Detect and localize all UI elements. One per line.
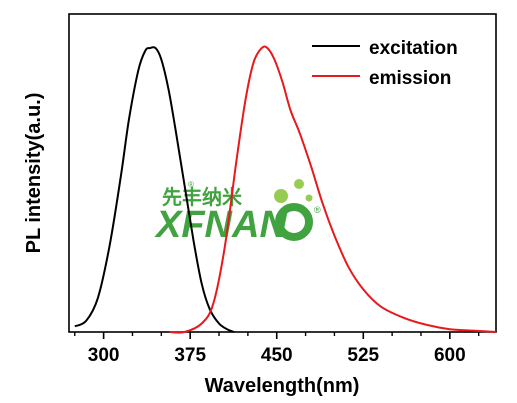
legend-label-excitation: excitation bbox=[369, 38, 458, 59]
x-tick-label: 300 bbox=[88, 345, 120, 366]
series-line-excitation bbox=[74, 46, 235, 333]
y-axis-title: PL intensity(a.u.) bbox=[23, 93, 45, 254]
x-tick-label: 450 bbox=[261, 345, 293, 366]
watermark-dot-small bbox=[305, 194, 313, 202]
legend-label-emission: emission bbox=[369, 68, 451, 89]
plot-frame bbox=[68, 13, 497, 333]
watermark-o-ring bbox=[275, 203, 313, 241]
x-axis-ticks bbox=[74, 332, 480, 339]
x-tick-label: 375 bbox=[174, 345, 206, 366]
x-tick-label: 525 bbox=[347, 345, 379, 366]
legend: excitation emission bbox=[312, 38, 458, 89]
watermark: 先丰纳米 XFNAN ® ® bbox=[154, 179, 321, 246]
watermark-dot-medium bbox=[294, 179, 304, 189]
watermark-dot-large bbox=[274, 189, 288, 203]
watermark-registered-mark: ® bbox=[314, 205, 321, 215]
watermark-en: XFNAN bbox=[154, 204, 288, 246]
series-layer bbox=[74, 45, 497, 334]
watermark-registered-mark-small: ® bbox=[188, 180, 194, 189]
x-axis-title: Wavelength(nm) bbox=[205, 375, 360, 397]
x-axis-tick-labels: 300 375 450 525 600 bbox=[88, 345, 466, 366]
x-tick-label: 600 bbox=[434, 345, 466, 366]
watermark-cn: 先丰纳米 bbox=[162, 185, 243, 209]
series-line-emission bbox=[169, 45, 497, 334]
